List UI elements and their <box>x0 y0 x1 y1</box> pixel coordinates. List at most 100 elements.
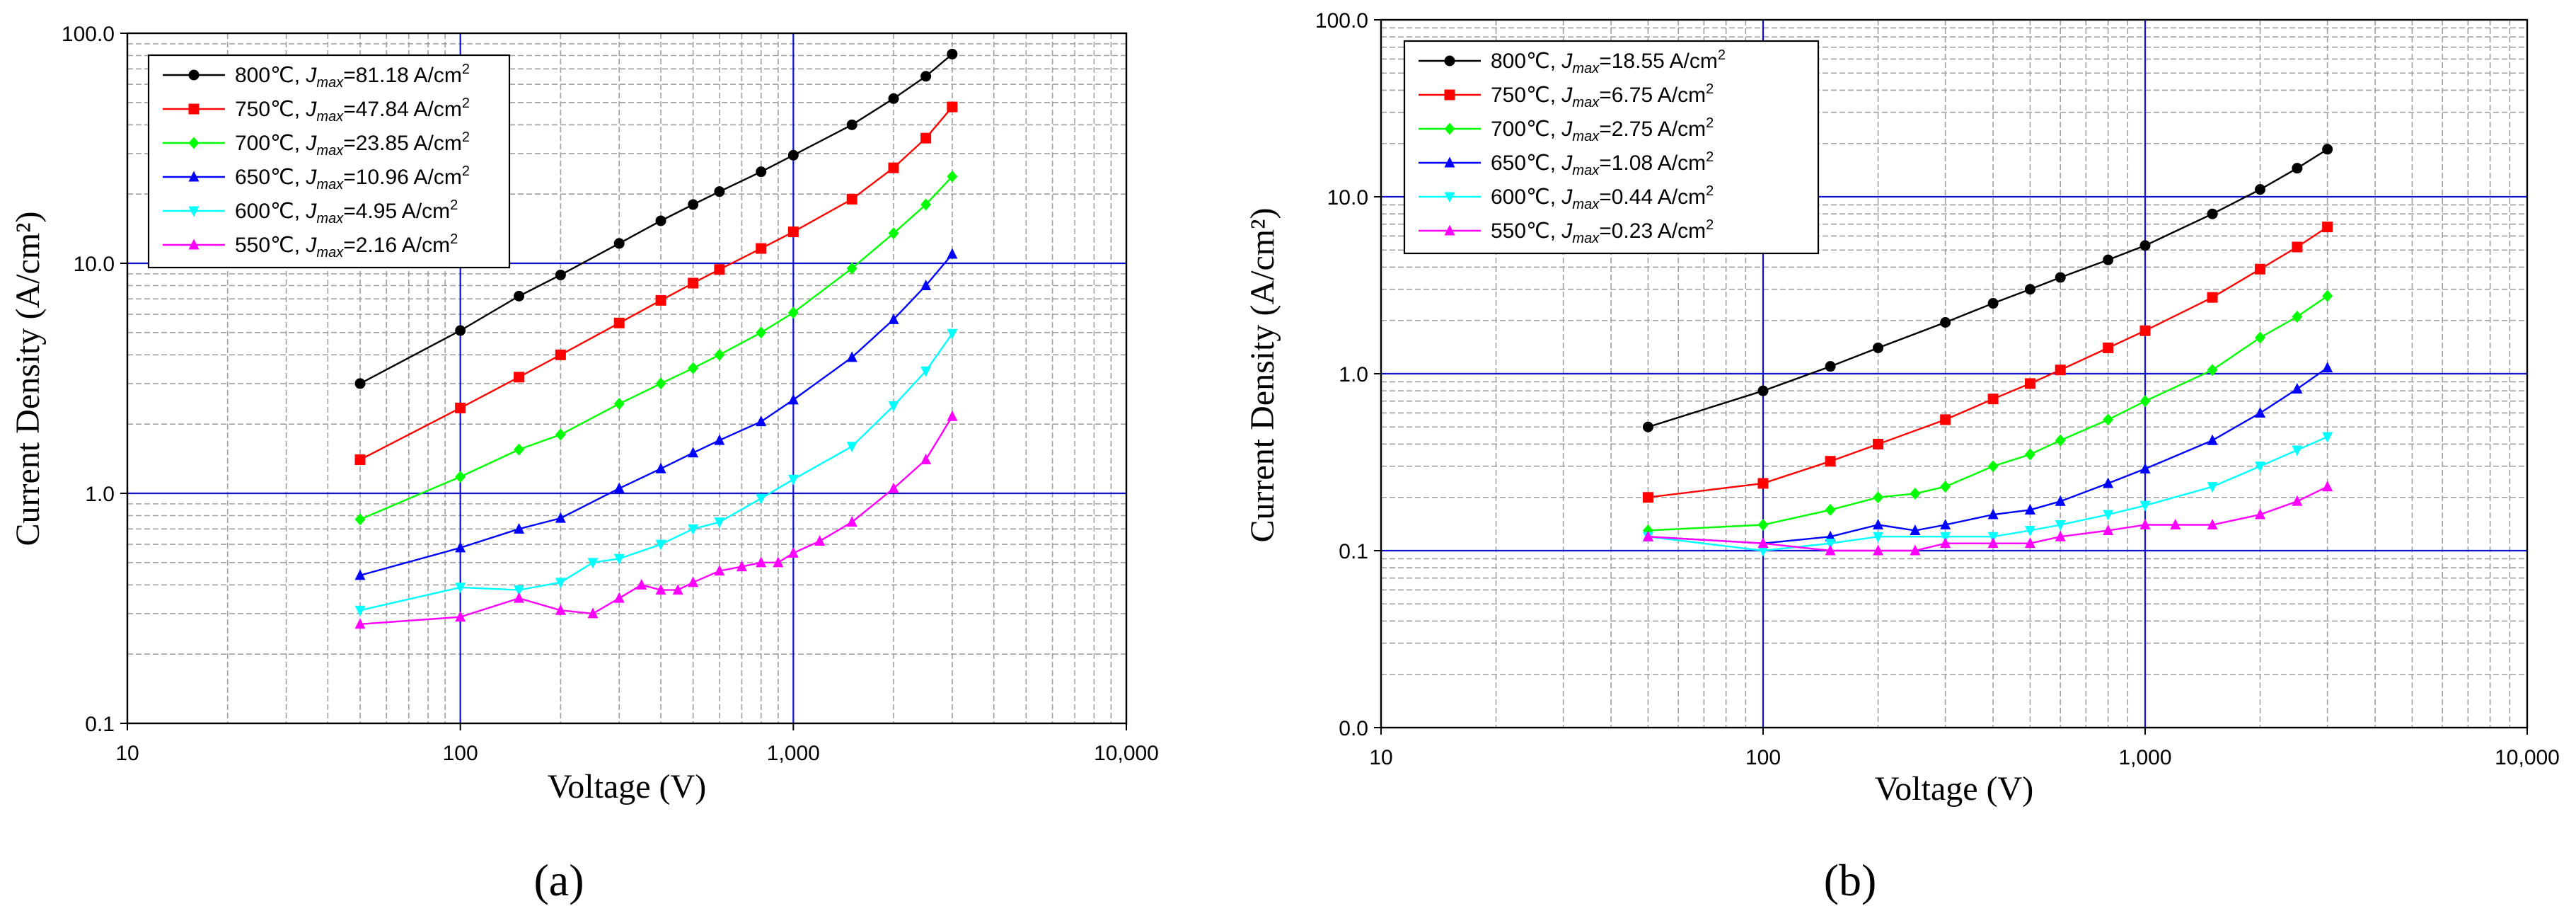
legend-box <box>147 54 511 269</box>
data-point <box>514 522 525 534</box>
data-point <box>756 326 767 339</box>
data-point <box>2024 378 2035 389</box>
data-point <box>1825 539 1836 550</box>
series-line <box>1648 486 2328 552</box>
data-point <box>1873 518 1884 529</box>
legend-item: 800℃, Jmax=18.55 A/cm2 <box>1419 47 1726 76</box>
legend-item: 800℃, Jmax=81.18 A/cm2 <box>163 62 470 91</box>
legend-item: 550℃, Jmax=2.16 A/cm2 <box>163 231 458 260</box>
chart-panel-a: 10 100 1,000 10,000 0.1 1.0 10.0 100.0 Voltage (… <box>9 23 1159 905</box>
x-tick-label: 1,000 <box>2118 746 2171 769</box>
x-tick-label: 10 <box>115 742 139 765</box>
series-750C <box>1642 222 2333 503</box>
series-650C <box>1642 362 2333 549</box>
data-point <box>2255 263 2266 275</box>
data-point <box>2207 518 2218 529</box>
legend-item: 700℃, Jmax=23.85 A/cm2 <box>163 130 470 159</box>
data-point <box>920 71 932 82</box>
data-point <box>2292 310 2303 323</box>
series-line <box>1648 436 2328 552</box>
data-point <box>2055 520 2066 531</box>
y-tick-label: 100.0 <box>62 23 115 46</box>
data-point <box>2170 518 2181 529</box>
data-point <box>655 215 666 226</box>
data-point <box>2292 445 2303 457</box>
y-tick-label: 1.0 <box>1339 363 1368 386</box>
data-point <box>688 524 699 535</box>
series-550C <box>1642 481 2333 556</box>
data-point <box>846 516 857 527</box>
data-point <box>888 162 899 173</box>
data-point <box>354 513 366 526</box>
data-point <box>613 238 625 249</box>
data-point <box>354 454 366 466</box>
data-point <box>2255 461 2266 473</box>
series-750C <box>354 101 958 466</box>
series-line <box>359 415 953 625</box>
data-point <box>1987 298 1999 309</box>
data-point <box>455 583 466 594</box>
data-point <box>1910 487 1921 500</box>
x-tick-label: 100 <box>443 742 478 765</box>
data-point <box>655 462 666 474</box>
data-point <box>2055 434 2066 447</box>
data-point <box>756 166 767 178</box>
panel-label: (b) <box>1824 855 1877 905</box>
data-point <box>787 394 799 405</box>
data-point <box>947 248 958 259</box>
data-point <box>2292 495 2303 506</box>
y-tick-label: 10.0 <box>74 253 115 276</box>
legend-swatch-marker <box>1444 192 1455 203</box>
legend-item: 700℃, Jmax=2.75 A/cm2 <box>1419 115 1714 144</box>
data-point <box>587 607 599 619</box>
data-point <box>1825 503 1836 516</box>
data-point <box>2055 365 2066 376</box>
y-tick-label: 0.0 <box>1339 717 1368 740</box>
data-point <box>555 269 566 280</box>
data-point <box>787 546 799 558</box>
data-point <box>2024 526 2035 537</box>
data-point <box>714 348 725 361</box>
series-line <box>1648 226 2328 498</box>
y-tick-label: 10.0 <box>1327 186 1368 210</box>
data-point <box>688 277 699 289</box>
data-point <box>2024 537 2035 549</box>
data-point <box>756 415 767 427</box>
data-point <box>1987 537 1999 549</box>
data-point <box>2139 325 2151 336</box>
data-point <box>1873 532 1884 543</box>
legend-label: 800℃, Jmax=18.55 A/cm2 <box>1491 47 1726 76</box>
data-point <box>2322 289 2333 302</box>
data-point <box>2292 241 2303 253</box>
data-point <box>714 565 725 576</box>
data-point <box>846 351 857 362</box>
data-point <box>2024 284 2035 295</box>
data-point <box>587 558 599 569</box>
data-point <box>2207 434 2218 445</box>
data-point <box>613 398 625 411</box>
data-point <box>920 132 932 144</box>
legend-item: 750℃, Jmax=6.75 A/cm2 <box>1419 81 1714 110</box>
data-point <box>555 428 566 441</box>
data-point <box>688 199 699 210</box>
data-point <box>2207 482 2218 493</box>
data-point <box>555 349 566 360</box>
data-point <box>888 313 899 324</box>
data-point <box>714 186 725 197</box>
data-point <box>1987 508 1999 520</box>
data-point <box>688 576 699 587</box>
data-point <box>1873 491 1884 504</box>
data-point <box>514 290 525 302</box>
x-axis-title: Voltage (V) <box>1875 770 2033 808</box>
data-point <box>1940 316 1951 328</box>
data-point <box>846 442 857 453</box>
data-point <box>888 401 899 412</box>
data-point <box>2322 222 2333 233</box>
data-point <box>787 306 799 319</box>
x-tick-label: 1,000 <box>767 742 820 765</box>
data-point <box>455 402 466 413</box>
data-point <box>846 193 857 205</box>
data-point <box>636 578 647 590</box>
data-point <box>2255 331 2266 344</box>
